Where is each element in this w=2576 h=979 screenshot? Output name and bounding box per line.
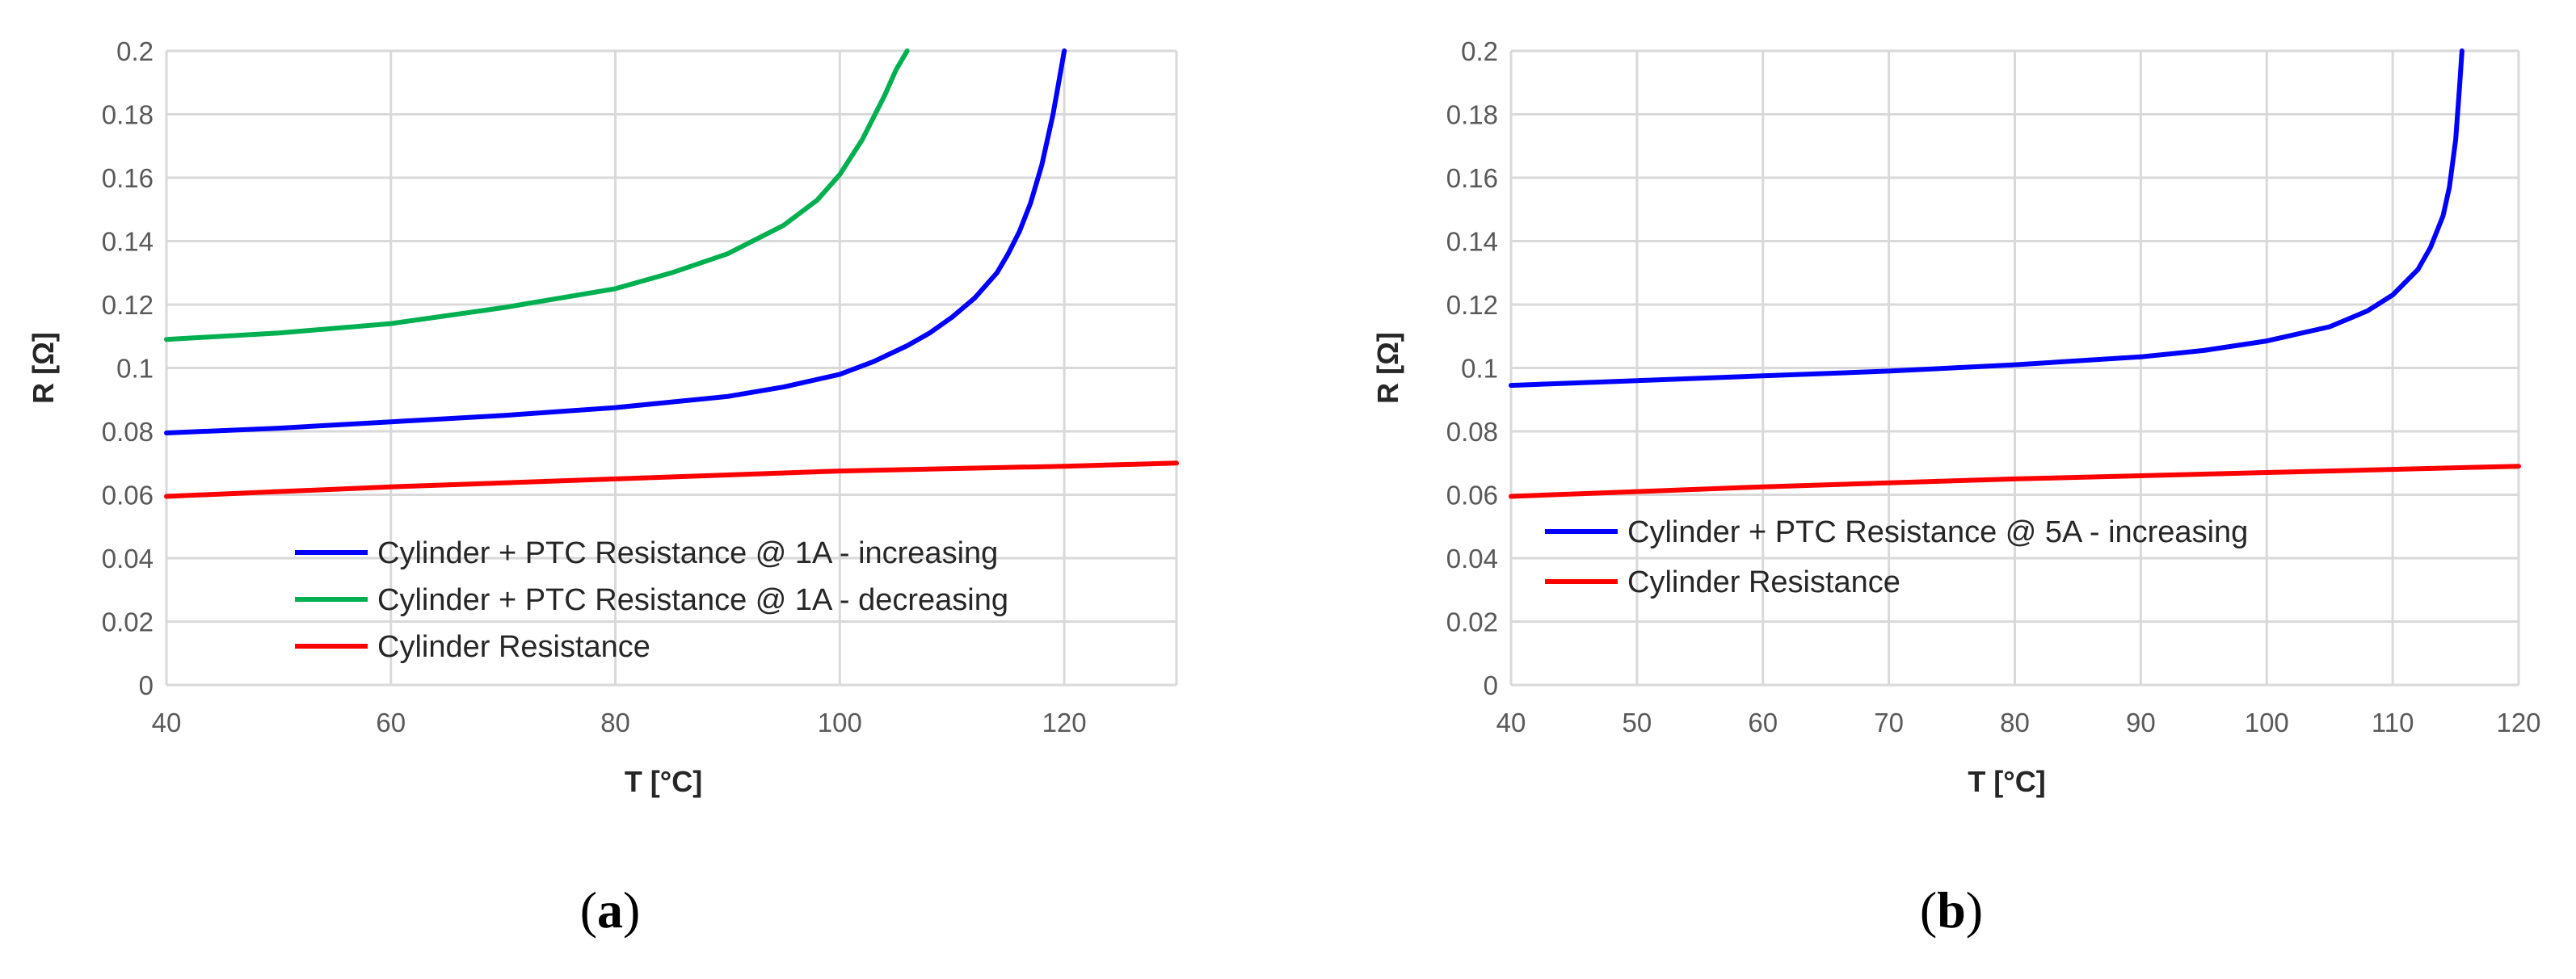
x-tick-label: 120 (2496, 708, 2540, 737)
x-tick-label: 90 (2126, 708, 2156, 737)
y-tick-label: 0 (139, 670, 154, 700)
x-tick-label: 100 (818, 708, 862, 737)
series-line-0 (164, 48, 1067, 435)
y-tick-label: 0.14 (1446, 227, 1498, 257)
y-tick-label: 0.06 (1446, 481, 1498, 511)
y-tick-label: 0.04 (102, 544, 154, 574)
x-tick-label: 110 (2372, 708, 2414, 737)
y-tick-label: 0.06 (102, 481, 154, 511)
series-line-1 (164, 48, 910, 342)
y-tick-label: 0 (1484, 670, 1498, 700)
x-tick-label: 60 (376, 708, 406, 737)
legend-label: Cylinder + PTC Resistance @ 1A - increas… (377, 536, 998, 570)
y-tick-label: 0.2 (116, 36, 154, 66)
x-tick-label: 120 (1042, 708, 1087, 737)
y-tick-label: 0.12 (102, 290, 154, 320)
x-tick-label: 70 (1874, 708, 1904, 737)
series-line-2 (164, 460, 1179, 499)
x-tick-label: 60 (1748, 708, 1778, 737)
y-tick-label: 0.12 (1446, 290, 1498, 320)
panel-b-label: b (1937, 881, 1966, 939)
series-line-0 (1509, 48, 2464, 389)
legend-label: Cylinder Resistance (377, 630, 650, 664)
x-axis-title: T [°C] (1968, 765, 2045, 798)
y-tick-label: 0.16 (102, 163, 154, 193)
y-tick-label: 0.2 (1461, 36, 1498, 66)
y-tick-label: 0.08 (102, 417, 154, 447)
y-tick-label: 0.18 (1446, 100, 1498, 130)
x-tick-label: 40 (152, 708, 182, 737)
legend-label: Cylinder + PTC Resistance @ 1A - decreas… (377, 583, 1008, 617)
panel-a-caption: (a) (580, 881, 641, 939)
y-tick-label: 0.04 (1446, 544, 1498, 574)
y-tick-label: 0.02 (1446, 607, 1498, 637)
legend-label: Cylinder Resistance (1627, 565, 1900, 599)
series-line-1 (1509, 464, 2521, 499)
y-tick-label: 0.1 (1461, 354, 1498, 384)
x-tick-label: 50 (1623, 708, 1652, 737)
x-axis-title: T [°C] (625, 765, 702, 798)
panel-a-chart: 0 0.02 0.04 0.06 0.08 0.1 0.12 0.14 0.16 0.18 0.2 4… (27, 36, 1179, 798)
y-tick-label: 0.18 (102, 100, 154, 130)
y-tick-label: 0.16 (1446, 163, 1498, 193)
x-tick-label: 80 (2000, 708, 2030, 737)
panel-a-label: a (597, 881, 623, 939)
panel-b-chart: 0 0.02 0.04 0.06 0.08 0.1 0.12 0.14 0.16 0.18 0.2 4… (1371, 36, 2541, 798)
y-tick-label: 0.02 (102, 607, 154, 637)
x-tick-label: 100 (2245, 708, 2289, 737)
panel-b-caption: (b) (1920, 881, 1983, 939)
y-tick-label: 0.08 (1446, 417, 1498, 447)
x-tick-label: 80 (600, 708, 630, 737)
x-tick-label: 40 (1496, 708, 1526, 737)
y-axis-title: R [Ω] (27, 332, 60, 404)
legend-label: Cylinder + PTC Resistance @ 5A - increas… (1627, 515, 2248, 549)
y-tick-label: 0.1 (116, 354, 154, 384)
y-tick-label: 0.14 (102, 227, 154, 257)
y-axis-title: R [Ω] (1371, 332, 1404, 404)
